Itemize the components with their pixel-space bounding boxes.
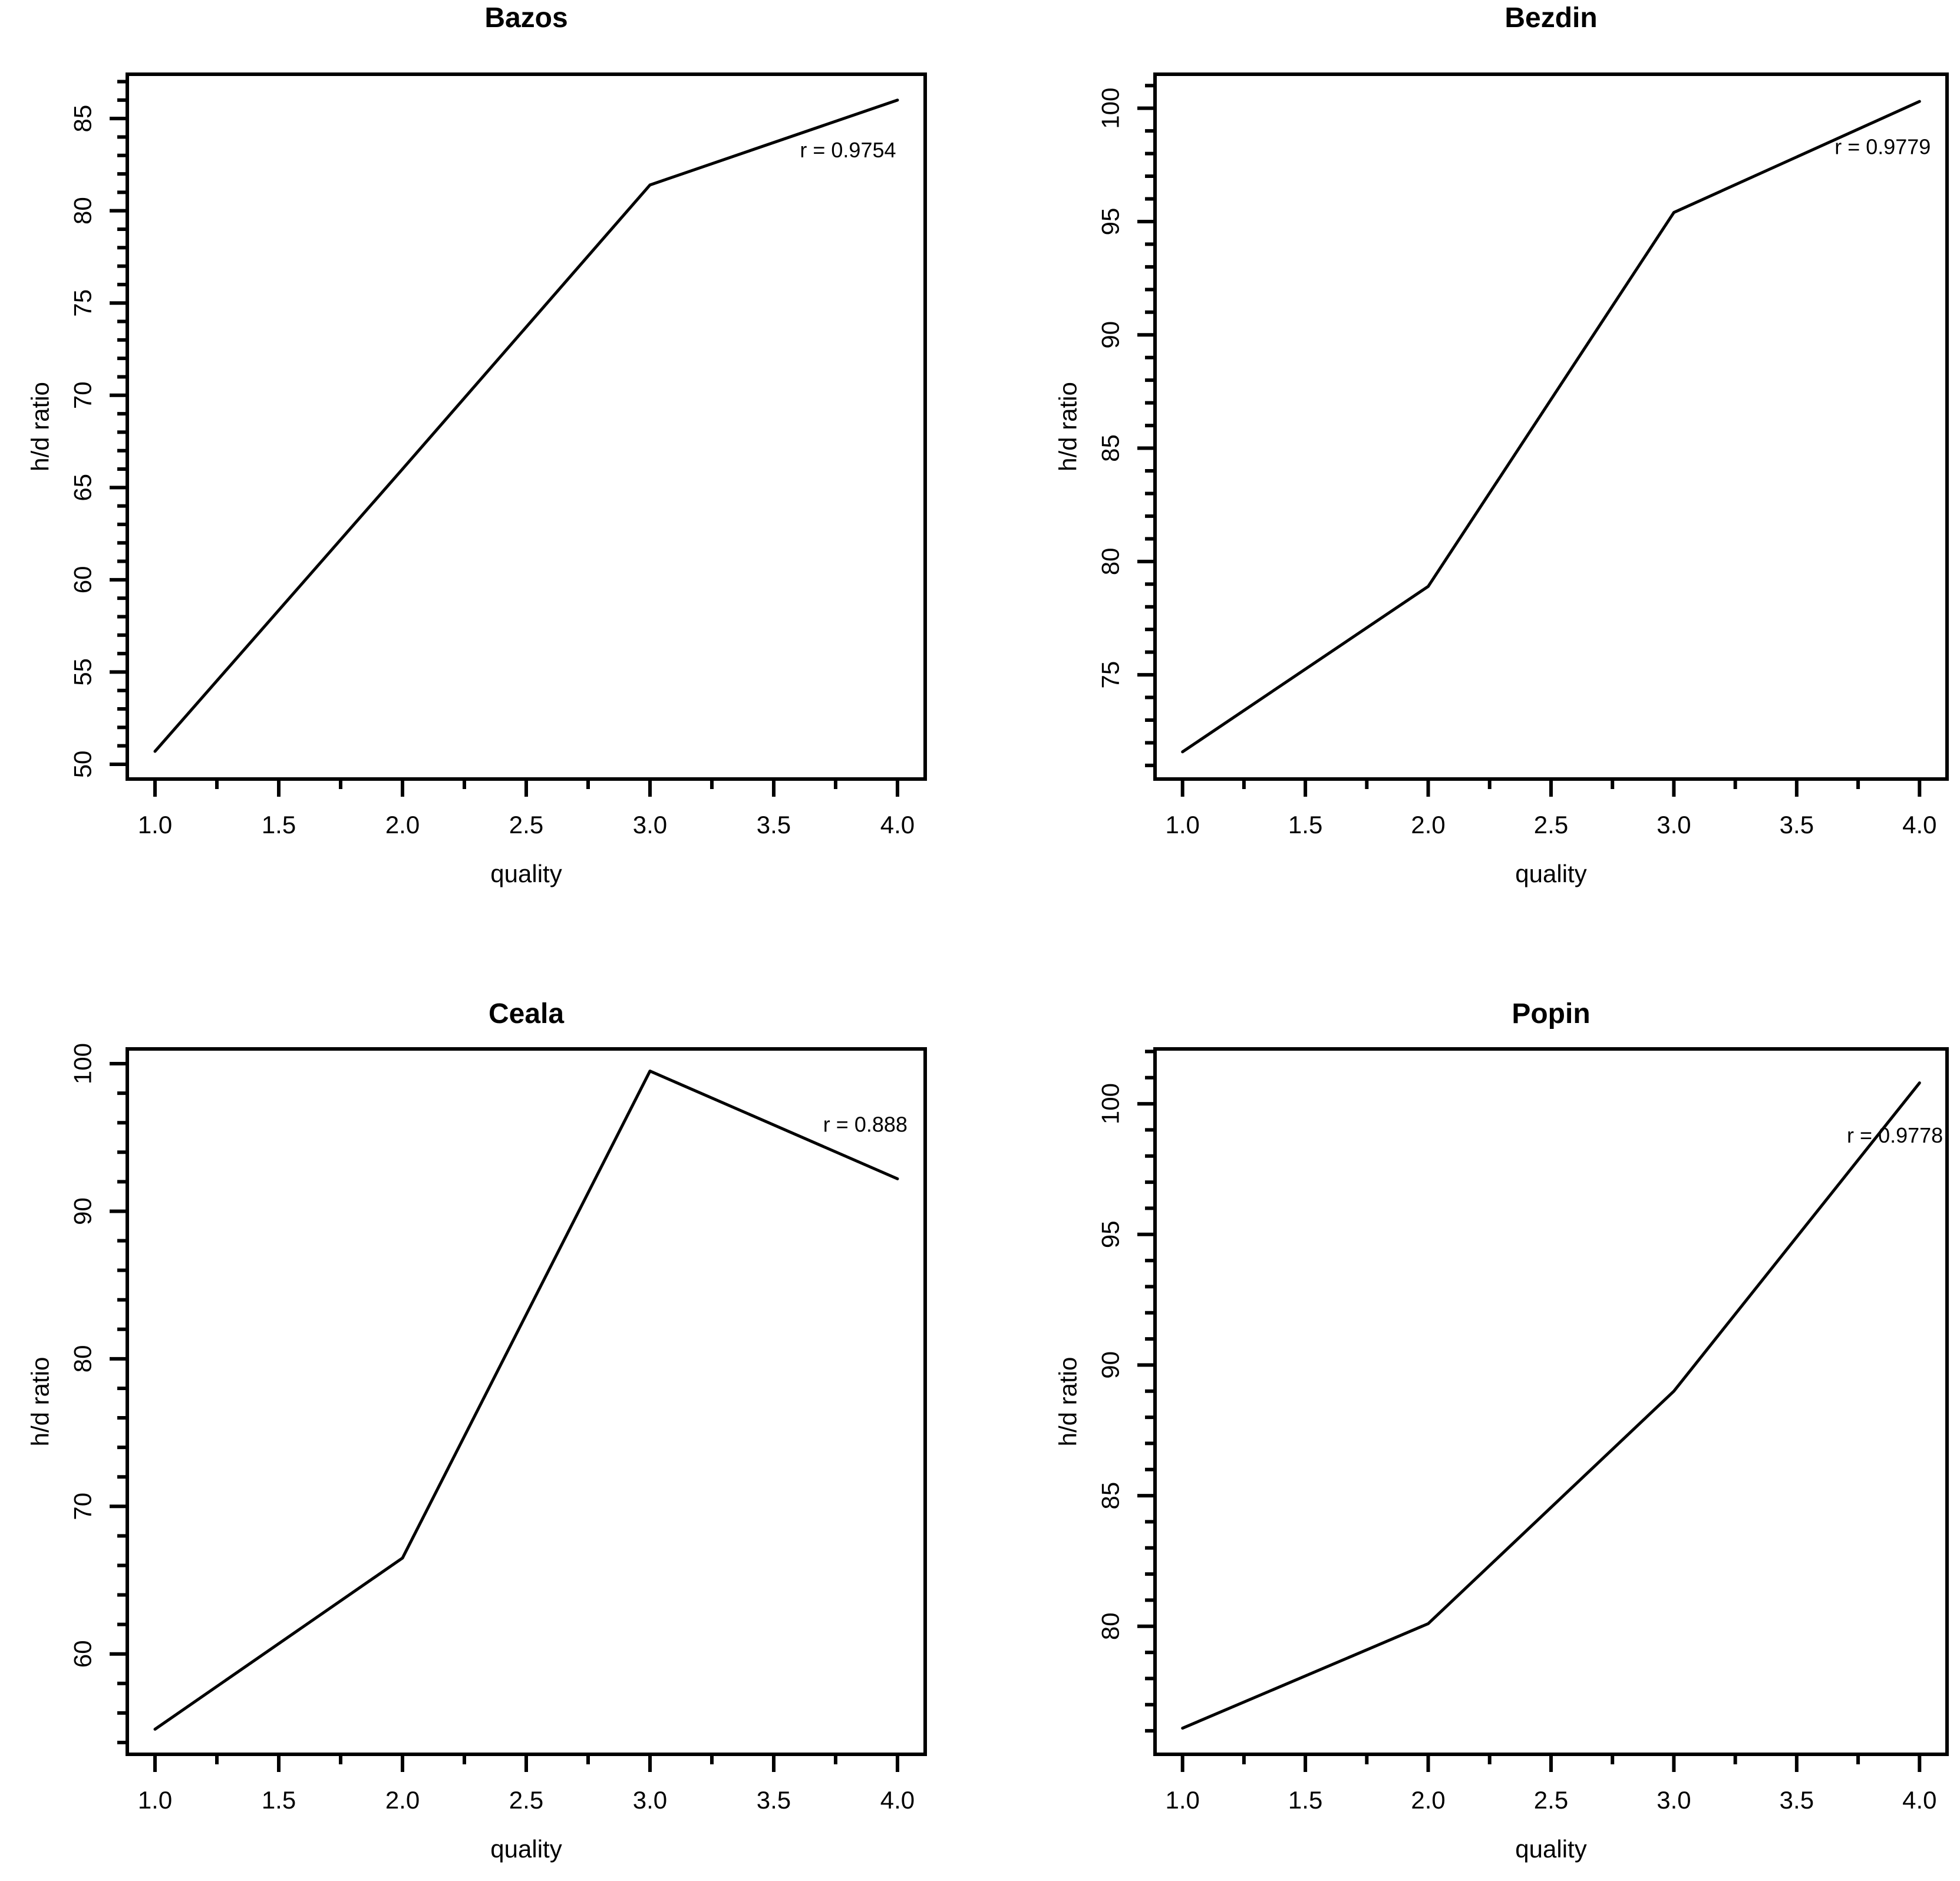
y-axis-tick-label: 70 [69,1493,97,1520]
x-axis-tick-label: 2.0 [1411,811,1445,839]
y-axis-tick-label: 80 [69,197,97,225]
y-axis-label: h/d ratio [27,1357,54,1447]
x-axis-label: quality [1515,860,1586,887]
data-line [153,98,899,753]
y-axis-tick-label: 80 [69,1345,97,1373]
y-axis-tick-label: 90 [1097,1351,1124,1379]
correlation-annotation: r = 0.9779 [1834,135,1931,159]
y-axis-tick-label: 90 [1097,321,1124,349]
y-axis-tick-label: 90 [69,1197,97,1225]
y-axis-tick-label: 65 [69,474,97,501]
x-axis-tick-label: 2.5 [509,811,543,839]
x-axis-tick-label: 3.0 [1657,811,1691,839]
panel-popin-line-chart: Popin 1.0 1.5 2.0 2.5 3.0 3.5 4.0 80 85 90 95 100 qua… [980,940,1960,1881]
y-axis-tick-label: 100 [1097,88,1124,129]
panel-bezdin-line-chart: Bezdin 1.0 1.5 2.0 2.5 3.0 3.5 4.0 75 80 85 90 95 100… [980,0,1960,940]
y-axis-tick-label: 80 [1097,1612,1124,1640]
x-axis-tick-label: 3.0 [633,811,667,839]
plot-box [1153,72,1949,781]
x-axis-label: quality [490,1835,562,1863]
x-axis-tick-label: 1.0 [138,1786,172,1814]
x-axis-tick-label: 3.5 [1780,1786,1814,1814]
panel-bazos-line-chart: Bazos 1.0 1.5 2.0 2.5 3.0 3.5 4.0 50 55 60 65 70 75 80… [0,0,980,940]
chart-title: Bazos [484,2,567,34]
x-axis-tick-label: 2.0 [1411,1786,1445,1814]
x-axis-tick-label: 3.5 [1780,811,1814,839]
y-axis-tick-label: 60 [69,1640,97,1668]
y-axis-tick-label: 95 [1097,1220,1124,1248]
x-axis-tick-label: 3.5 [757,1786,791,1814]
x-axis-tick-label: 4.0 [880,811,915,839]
chart-title: Ceala [489,998,564,1029]
data-line [153,1070,899,1731]
x-axis-tick-label: 2.5 [1534,811,1568,839]
x-axis-tick-label: 2.0 [385,811,420,839]
x-axis-tick-label: 3.0 [1657,1786,1691,1814]
plot-box [126,1047,927,1756]
x-axis-tick-label: 1.0 [1165,811,1199,839]
panel-ceala-line-chart: Ceala 1.0 1.5 2.0 2.5 3.0 3.5 4.0 60 70 80 90 100 qua… [0,940,980,1881]
correlation-annotation: r = 0.9754 [800,138,896,162]
y-axis-tick-label: 75 [1097,661,1124,689]
y-axis-tick-label: 85 [1097,1482,1124,1510]
x-axis-tick-label: 4.0 [1902,811,1936,839]
x-axis-tick-label: 1.5 [262,1786,296,1814]
y-axis-tick-label: 100 [1097,1083,1124,1124]
y-axis-tick-label: 75 [69,289,97,317]
y-axis-tick-label: 80 [1097,547,1124,575]
x-axis-tick-label: 4.0 [880,1786,915,1814]
chart-title: Popin [1512,998,1590,1029]
x-axis-tick-label: 4.0 [1902,1786,1936,1814]
data-line [1181,1081,1921,1730]
y-axis-label: h/d ratio [1054,1357,1082,1447]
correlation-annotation: r = 0.9778 [1847,1123,1943,1147]
y-axis-tick-label: 60 [69,566,97,594]
y-axis-tick-label: 85 [69,105,97,133]
plot-box [1153,1047,1949,1756]
x-axis-tick-label: 3.5 [757,811,791,839]
x-axis-tick-label: 2.5 [509,1786,543,1814]
x-axis-tick-label: 1.5 [1288,1786,1322,1814]
y-axis-tick-label: 85 [1097,434,1124,462]
data-line [1181,100,1921,754]
y-axis-label: h/d ratio [1054,382,1082,471]
x-axis-tick-label: 1.0 [1165,1786,1199,1814]
chart-title: Bezdin [1504,2,1597,34]
y-axis-tick-label: 95 [1097,208,1124,236]
x-axis-tick-label: 2.0 [385,1786,420,1814]
x-axis-label: quality [1515,1835,1586,1863]
correlation-annotation: r = 0.888 [823,1112,908,1136]
y-axis-tick-label: 50 [69,751,97,778]
x-axis-tick-label: 2.5 [1534,1786,1568,1814]
x-axis-tick-label: 1.5 [262,811,296,839]
plot-box [126,72,927,781]
y-axis-tick-label: 55 [69,658,97,686]
x-axis-tick-label: 3.0 [633,1786,667,1814]
x-axis-label: quality [490,860,562,887]
x-axis-tick-label: 1.0 [138,811,172,839]
x-axis-tick-label: 1.5 [1288,811,1322,839]
y-axis-tick-label: 70 [69,381,97,409]
y-axis-tick-label: 100 [69,1043,97,1084]
y-axis-label: h/d ratio [27,382,54,471]
